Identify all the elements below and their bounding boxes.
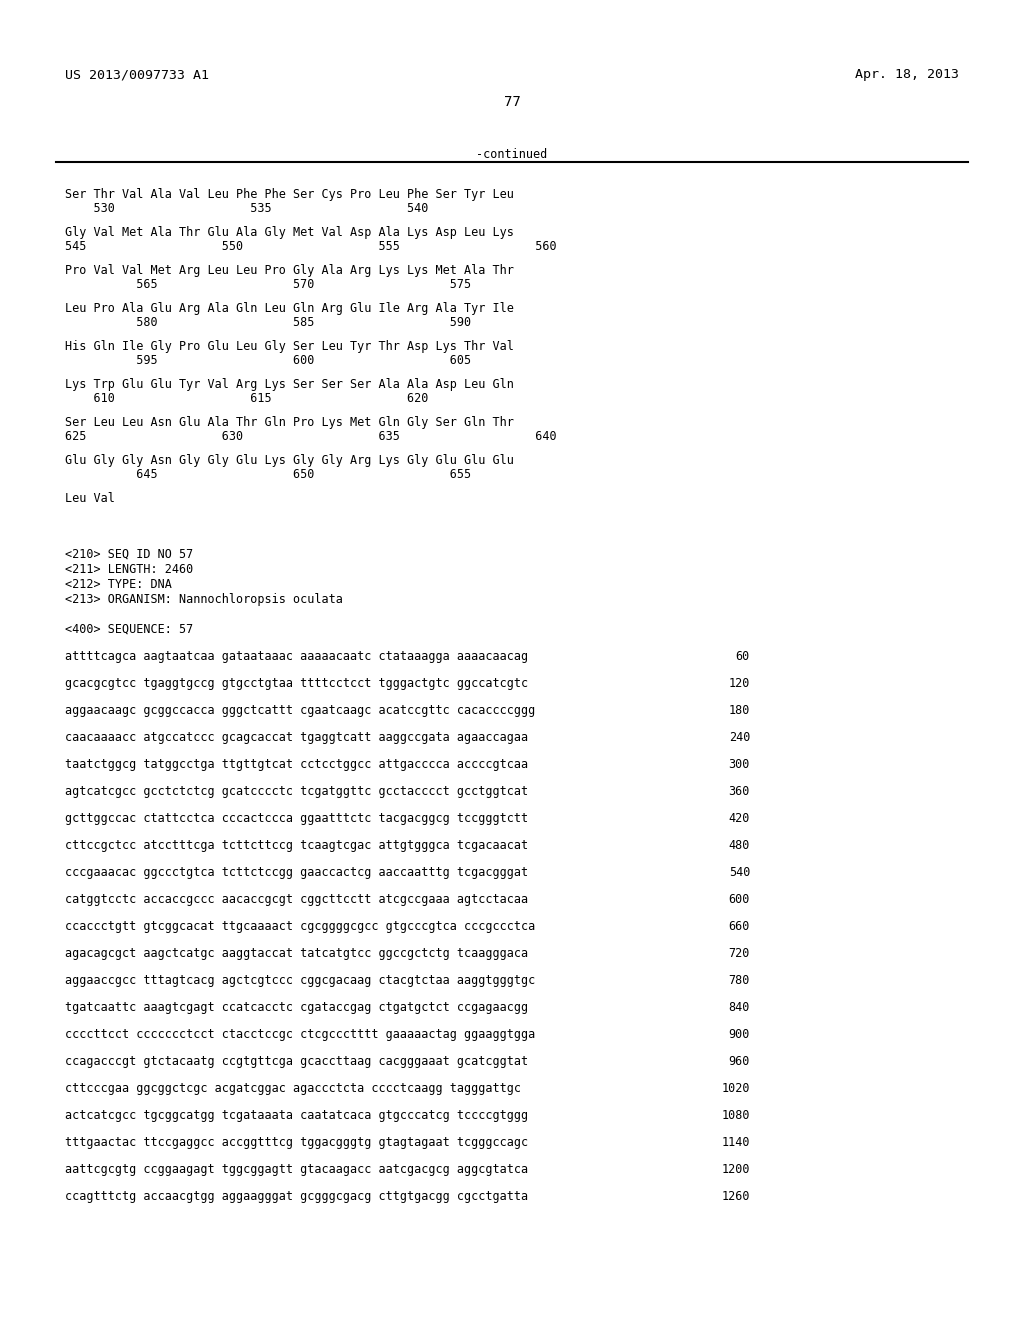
Text: 780: 780 [729,974,750,987]
Text: attttcagca aagtaatcaa gataataaac aaaaacaatc ctataaagga aaaacaacag: attttcagca aagtaatcaa gataataaac aaaaaca… [65,649,528,663]
Text: gcacgcgtcc tgaggtgccg gtgcctgtaa ttttcctcct tgggactgtc ggccatcgtc: gcacgcgtcc tgaggtgccg gtgcctgtaa ttttcct… [65,677,528,690]
Text: Apr. 18, 2013: Apr. 18, 2013 [855,69,959,81]
Text: Glu Gly Gly Asn Gly Gly Glu Lys Gly Gly Arg Lys Gly Glu Glu Glu: Glu Gly Gly Asn Gly Gly Glu Lys Gly Gly … [65,454,514,467]
Text: 1260: 1260 [722,1191,750,1203]
Text: <400> SEQUENCE: 57: <400> SEQUENCE: 57 [65,623,194,636]
Text: ccccttcct ccccccctcct ctacctccgc ctcgccctttt gaaaaactag ggaaggtgga: ccccttcct ccccccctcct ctacctccgc ctcgccc… [65,1028,536,1041]
Text: Leu Pro Ala Glu Arg Ala Gln Leu Gln Arg Glu Ile Arg Ala Tyr Ile: Leu Pro Ala Glu Arg Ala Gln Leu Gln Arg … [65,302,514,315]
Text: catggtcctc accaccgccc aacaccgcgt cggcttcctt atcgccgaaa agtcctacaa: catggtcctc accaccgccc aacaccgcgt cggcttc… [65,894,528,906]
Text: 565                   570                   575: 565 570 575 [65,279,471,290]
Text: 77: 77 [504,95,520,110]
Text: taatctggcg tatggcctga ttgttgtcat cctcctggcc attgacccca accccgtcaa: taatctggcg tatggcctga ttgttgtcat cctcctg… [65,758,528,771]
Text: 900: 900 [729,1028,750,1041]
Text: 1140: 1140 [722,1137,750,1148]
Text: 595                   600                   605: 595 600 605 [65,354,471,367]
Text: cttcccgaa ggcggctcgc acgatcggac agaccctcta cccctcaagg tagggattgc: cttcccgaa ggcggctcgc acgatcggac agaccctc… [65,1082,521,1096]
Text: Leu Val: Leu Val [65,492,115,506]
Text: 580                   585                   590: 580 585 590 [65,315,471,329]
Text: aggaaccgcc tttagtcacg agctcgtccc cggcgacaag ctacgtctaa aaggtgggtgc: aggaaccgcc tttagtcacg agctcgtccc cggcgac… [65,974,536,987]
Text: 360: 360 [729,785,750,799]
Text: gcttggccac ctattcctca cccactccca ggaatttctc tacgacggcg tccgggtctt: gcttggccac ctattcctca cccactccca ggaattt… [65,812,528,825]
Text: 625                   630                   635                   640: 625 630 635 640 [65,430,557,444]
Text: Ser Leu Leu Asn Glu Ala Thr Gln Pro Lys Met Gln Gly Ser Gln Thr: Ser Leu Leu Asn Glu Ala Thr Gln Pro Lys … [65,416,514,429]
Text: agtcatcgcc gcctctctcg gcatcccctc tcgatggttc gcctacccct gcctggtcat: agtcatcgcc gcctctctcg gcatcccctc tcgatgg… [65,785,528,799]
Text: <212> TYPE: DNA: <212> TYPE: DNA [65,578,172,591]
Text: ccagacccgt gtctacaatg ccgtgttcga gcaccttaag cacgggaaat gcatcggtat: ccagacccgt gtctacaatg ccgtgttcga gcacctt… [65,1055,528,1068]
Text: cttccgctcc atcctttcga tcttcttccg tcaagtcgac attgtgggca tcgacaacat: cttccgctcc atcctttcga tcttcttccg tcaagtc… [65,840,528,851]
Text: US 2013/0097733 A1: US 2013/0097733 A1 [65,69,209,81]
Text: ccaccctgtt gtcggcacat ttgcaaaact cgcggggcgcc gtgcccgtca cccgccctca: ccaccctgtt gtcggcacat ttgcaaaact cgcgggg… [65,920,536,933]
Text: 1020: 1020 [722,1082,750,1096]
Text: 120: 120 [729,677,750,690]
Text: tgatcaattc aaagtcgagt ccatcacctc cgataccgag ctgatgctct ccgagaacgg: tgatcaattc aaagtcgagt ccatcacctc cgatacc… [65,1001,528,1014]
Text: <213> ORGANISM: Nannochloropsis oculata: <213> ORGANISM: Nannochloropsis oculata [65,593,343,606]
Text: 1200: 1200 [722,1163,750,1176]
Text: 480: 480 [729,840,750,851]
Text: 180: 180 [729,704,750,717]
Text: actcatcgcc tgcggcatgg tcgataaata caatatcaca gtgcccatcg tccccgtggg: actcatcgcc tgcggcatgg tcgataaata caatatc… [65,1109,528,1122]
Text: <211> LENGTH: 2460: <211> LENGTH: 2460 [65,564,194,576]
Text: 60: 60 [736,649,750,663]
Text: 1080: 1080 [722,1109,750,1122]
Text: 240: 240 [729,731,750,744]
Text: His Gln Ile Gly Pro Glu Leu Gly Ser Leu Tyr Thr Asp Lys Thr Val: His Gln Ile Gly Pro Glu Leu Gly Ser Leu … [65,341,514,352]
Text: 645                   650                   655: 645 650 655 [65,469,471,480]
Text: aggaacaagc gcggccacca gggctcattt cgaatcaagc acatccgttc cacaccccggg: aggaacaagc gcggccacca gggctcattt cgaatca… [65,704,536,717]
Text: ccagtttctg accaacgtgg aggaagggat gcgggcgacg cttgtgacgg cgcctgatta: ccagtttctg accaacgtgg aggaagggat gcgggcg… [65,1191,528,1203]
Text: 545                   550                   555                   560: 545 550 555 560 [65,240,557,253]
Text: Ser Thr Val Ala Val Leu Phe Phe Ser Cys Pro Leu Phe Ser Tyr Leu: Ser Thr Val Ala Val Leu Phe Phe Ser Cys … [65,187,514,201]
Text: Lys Trp Glu Glu Tyr Val Arg Lys Ser Ser Ser Ala Ala Asp Leu Gln: Lys Trp Glu Glu Tyr Val Arg Lys Ser Ser … [65,378,514,391]
Text: tttgaactac ttccgaggcc accggtttcg tggacgggtg gtagtagaat tcgggccagc: tttgaactac ttccgaggcc accggtttcg tggacgg… [65,1137,528,1148]
Text: 420: 420 [729,812,750,825]
Text: 840: 840 [729,1001,750,1014]
Text: caacaaaacc atgccatccc gcagcaccat tgaggtcatt aaggccgata agaaccagaa: caacaaaacc atgccatccc gcagcaccat tgaggtc… [65,731,528,744]
Text: 610                   615                   620: 610 615 620 [65,392,428,405]
Text: 530                   535                   540: 530 535 540 [65,202,428,215]
Text: Gly Val Met Ala Thr Glu Ala Gly Met Val Asp Ala Lys Asp Leu Lys: Gly Val Met Ala Thr Glu Ala Gly Met Val … [65,226,514,239]
Text: 960: 960 [729,1055,750,1068]
Text: agacagcgct aagctcatgc aaggtaccat tatcatgtcc ggccgctctg tcaagggaca: agacagcgct aagctcatgc aaggtaccat tatcatg… [65,946,528,960]
Text: -continued: -continued [476,148,548,161]
Text: <210> SEQ ID NO 57: <210> SEQ ID NO 57 [65,548,194,561]
Text: cccgaaacac ggccctgtca tcttctccgg gaaccactcg aaccaatttg tcgacgggat: cccgaaacac ggccctgtca tcttctccgg gaaccac… [65,866,528,879]
Text: 540: 540 [729,866,750,879]
Text: 720: 720 [729,946,750,960]
Text: Pro Val Val Met Arg Leu Leu Pro Gly Ala Arg Lys Lys Met Ala Thr: Pro Val Val Met Arg Leu Leu Pro Gly Ala … [65,264,514,277]
Text: aattcgcgtg ccggaagagt tggcggagtt gtacaagacc aatcgacgcg aggcgtatca: aattcgcgtg ccggaagagt tggcggagtt gtacaag… [65,1163,528,1176]
Text: 600: 600 [729,894,750,906]
Text: 300: 300 [729,758,750,771]
Text: 660: 660 [729,920,750,933]
